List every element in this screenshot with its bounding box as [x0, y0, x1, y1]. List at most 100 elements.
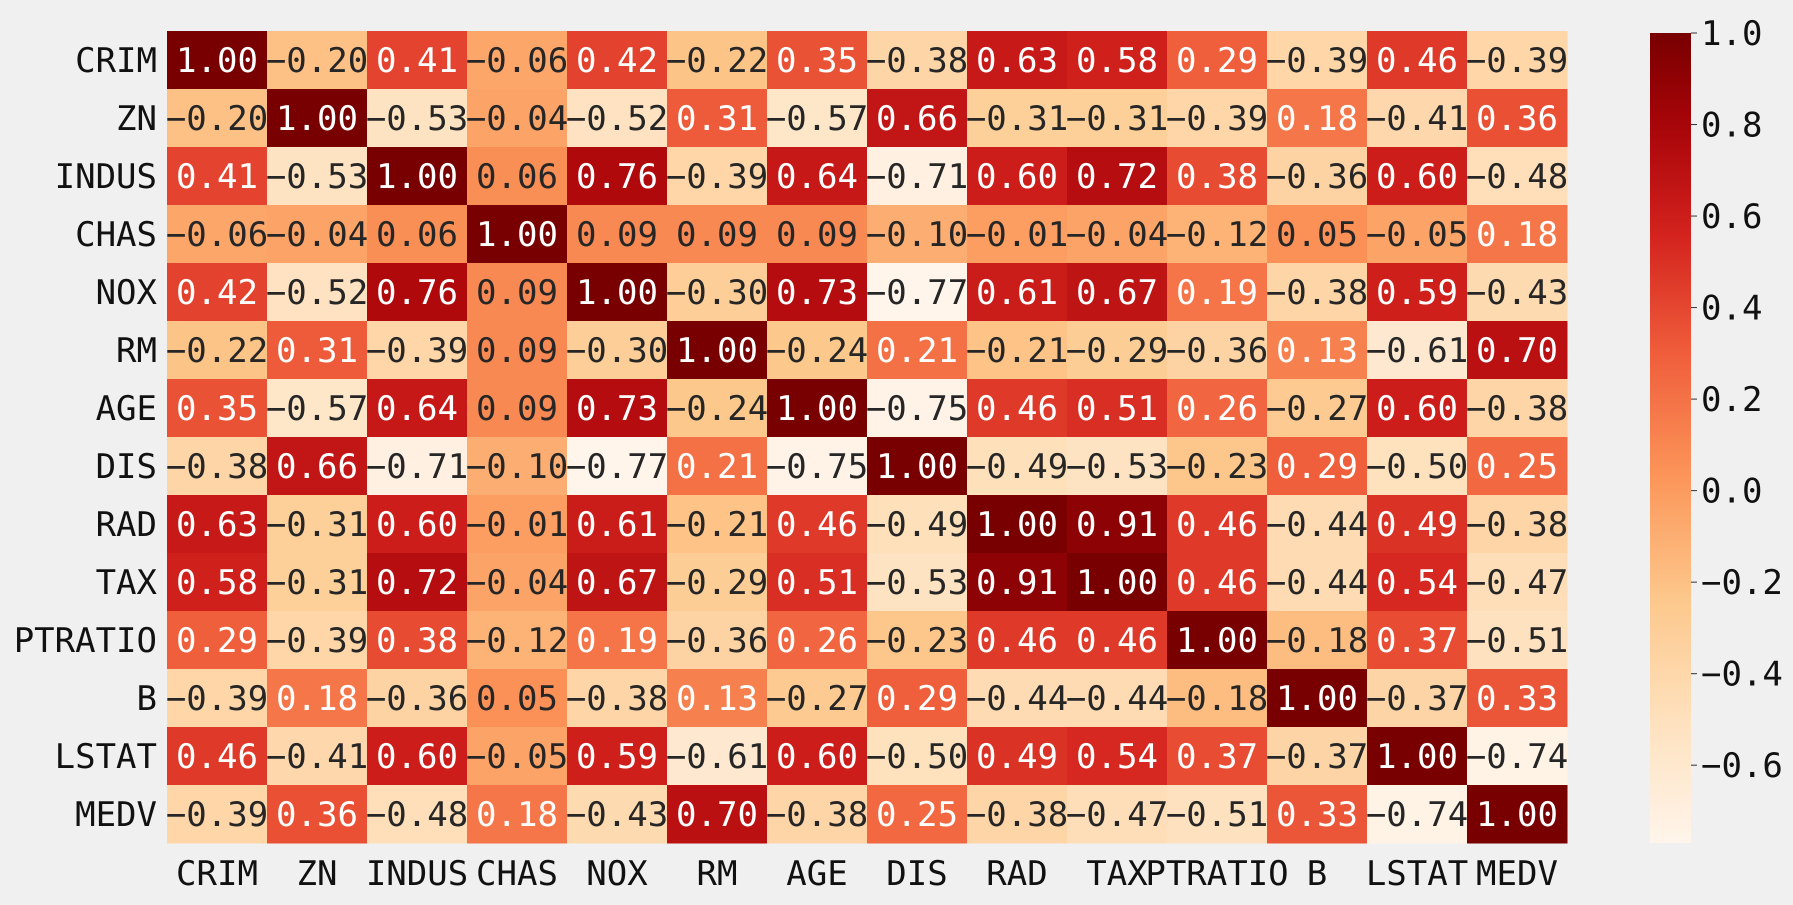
cell-value-label: −0.38 — [966, 795, 1068, 835]
cell-value-label: −0.38 — [166, 447, 268, 487]
heatmap-cell-b-lstat — [1367, 669, 1468, 728]
cell-value-label: −0.39 — [366, 331, 468, 371]
heatmap-cell-dis-b — [1267, 437, 1368, 496]
heatmap-cell-rad-medv — [1467, 495, 1568, 554]
cell-value-label: 0.46 — [1176, 563, 1258, 603]
cell-value-label: 0.58 — [176, 563, 258, 603]
cell-value-label: 0.58 — [1076, 41, 1158, 81]
heatmap-cell-crim-ptratio — [1167, 31, 1268, 90]
heatmap-cell-rm-age — [767, 321, 868, 380]
row-label-indus: INDUS — [55, 157, 157, 197]
cell-value-label: −0.22 — [166, 331, 268, 371]
heatmap-cell-crim-rad — [967, 31, 1068, 90]
heatmap-cell-b-rad — [967, 669, 1068, 728]
heatmap-cell-zn-ptratio — [1167, 89, 1268, 148]
heatmap-cell-age-age — [767, 379, 868, 438]
cell-value-label: −0.39 — [166, 679, 268, 719]
colorbar-tick-label: 0.0 — [1701, 472, 1762, 512]
cell-value-label: 1.00 — [1376, 737, 1458, 777]
cell-value-label: 0.46 — [976, 389, 1058, 429]
heatmap-cell-tax-nox — [567, 553, 668, 612]
cell-value-label: 0.60 — [1376, 389, 1458, 429]
heatmap-cell-rm-crim — [167, 321, 268, 380]
heatmap-cell-indus-dis — [867, 147, 968, 206]
cell-value-label: 0.29 — [1276, 447, 1358, 487]
cell-value-label: −0.04 — [466, 563, 568, 603]
cell-value-label: −0.39 — [666, 157, 768, 197]
cell-value-label: −0.38 — [566, 679, 668, 719]
cell-value-label: −0.50 — [866, 737, 968, 777]
cell-value-label: −0.23 — [866, 621, 968, 661]
cell-value-label: −0.47 — [1066, 795, 1168, 835]
cell-value-label: 0.63 — [176, 505, 258, 545]
heatmap-cell-dis-zn — [267, 437, 368, 496]
cell-value-label: −0.10 — [466, 447, 568, 487]
heatmap-cell-indus-chas — [467, 147, 568, 206]
heatmap-cell-rad-crim — [167, 495, 268, 554]
heatmap-cell-nox-crim — [167, 263, 268, 322]
heatmap-cell-age-medv — [1467, 379, 1568, 438]
cell-value-label: 0.72 — [376, 563, 458, 603]
heatmap-cell-lstat-zn — [267, 727, 368, 786]
cell-value-label: −0.52 — [566, 99, 668, 139]
heatmap-cell-zn-b — [1267, 89, 1368, 148]
heatmap-cell-dis-ptratio — [1167, 437, 1268, 496]
cell-value-label: 0.29 — [1176, 41, 1258, 81]
heatmap-cell-ptratio-ptratio — [1167, 611, 1268, 670]
cell-value-label: −0.51 — [1166, 795, 1268, 835]
cell-value-label: 0.29 — [176, 621, 258, 661]
cell-value-label: 0.09 — [776, 215, 858, 255]
cell-value-label: 0.61 — [976, 273, 1058, 313]
cell-value-label: −0.06 — [166, 215, 268, 255]
cell-value-label: −0.38 — [1466, 389, 1568, 429]
cell-value-label: 0.05 — [476, 679, 558, 719]
cell-value-label: 0.09 — [676, 215, 758, 255]
heatmap-cell-medv-ptratio — [1167, 785, 1268, 844]
cell-value-label: −0.04 — [466, 99, 568, 139]
heatmap-cell-ptratio-zn — [267, 611, 368, 670]
cell-value-label: 0.49 — [976, 737, 1058, 777]
heatmap-cell-medv-medv — [1467, 785, 1568, 844]
heatmap-cell-tax-tax — [1067, 553, 1168, 612]
heatmap-cell-crim-rm — [667, 31, 768, 90]
heatmap-cell-b-nox — [567, 669, 668, 728]
cell-value-label: −0.61 — [666, 737, 768, 777]
cell-value-label: −0.57 — [766, 99, 868, 139]
heatmap-cell-lstat-age — [767, 727, 868, 786]
cell-value-label: 0.76 — [376, 273, 458, 313]
cell-value-label: −0.74 — [1466, 737, 1568, 777]
cell-value-label: 0.91 — [976, 563, 1058, 603]
heatmap-cell-nox-rm — [667, 263, 768, 322]
heatmap-cell-crim-b — [1267, 31, 1368, 90]
heatmap-cell-indus-lstat — [1367, 147, 1468, 206]
cell-value-label: 0.76 — [576, 157, 658, 197]
heatmap-cell-medv-indus — [367, 785, 468, 844]
heatmap-cell-indus-rad — [967, 147, 1068, 206]
cell-value-label: 0.72 — [1076, 157, 1158, 197]
cell-value-label: 0.63 — [976, 41, 1058, 81]
cell-value-label: −0.39 — [1166, 99, 1268, 139]
cell-value-label: −0.39 — [166, 795, 268, 835]
cell-value-label: −0.53 — [866, 563, 968, 603]
cell-value-label: −0.38 — [1466, 505, 1568, 545]
cell-value-label: −0.06 — [466, 41, 568, 81]
cell-value-label: 1.00 — [1276, 679, 1358, 719]
heatmap-cell-age-tax — [1067, 379, 1168, 438]
heatmap-cell-chas-rad — [967, 205, 1068, 264]
heatmap-cell-ptratio-lstat — [1367, 611, 1468, 670]
heatmap-cell-rm-medv — [1467, 321, 1568, 380]
heatmap-cell-medv-age — [767, 785, 868, 844]
heatmap-cell-nox-zn — [267, 263, 368, 322]
cell-value-label: −0.23 — [1166, 447, 1268, 487]
heatmap-cell-nox-b — [1267, 263, 1368, 322]
heatmap-cell-chas-ptratio — [1167, 205, 1268, 264]
cell-value-label: 0.60 — [776, 737, 858, 777]
heatmap-cell-lstat-crim — [167, 727, 268, 786]
cell-value-label: 0.18 — [276, 679, 358, 719]
heatmap-cell-crim-lstat — [1367, 31, 1468, 90]
cell-value-label: −0.31 — [966, 99, 1068, 139]
cell-value-label: 1.00 — [1076, 563, 1158, 603]
cell-value-label: 0.42 — [176, 273, 258, 313]
cell-value-label: −0.27 — [1266, 389, 1368, 429]
